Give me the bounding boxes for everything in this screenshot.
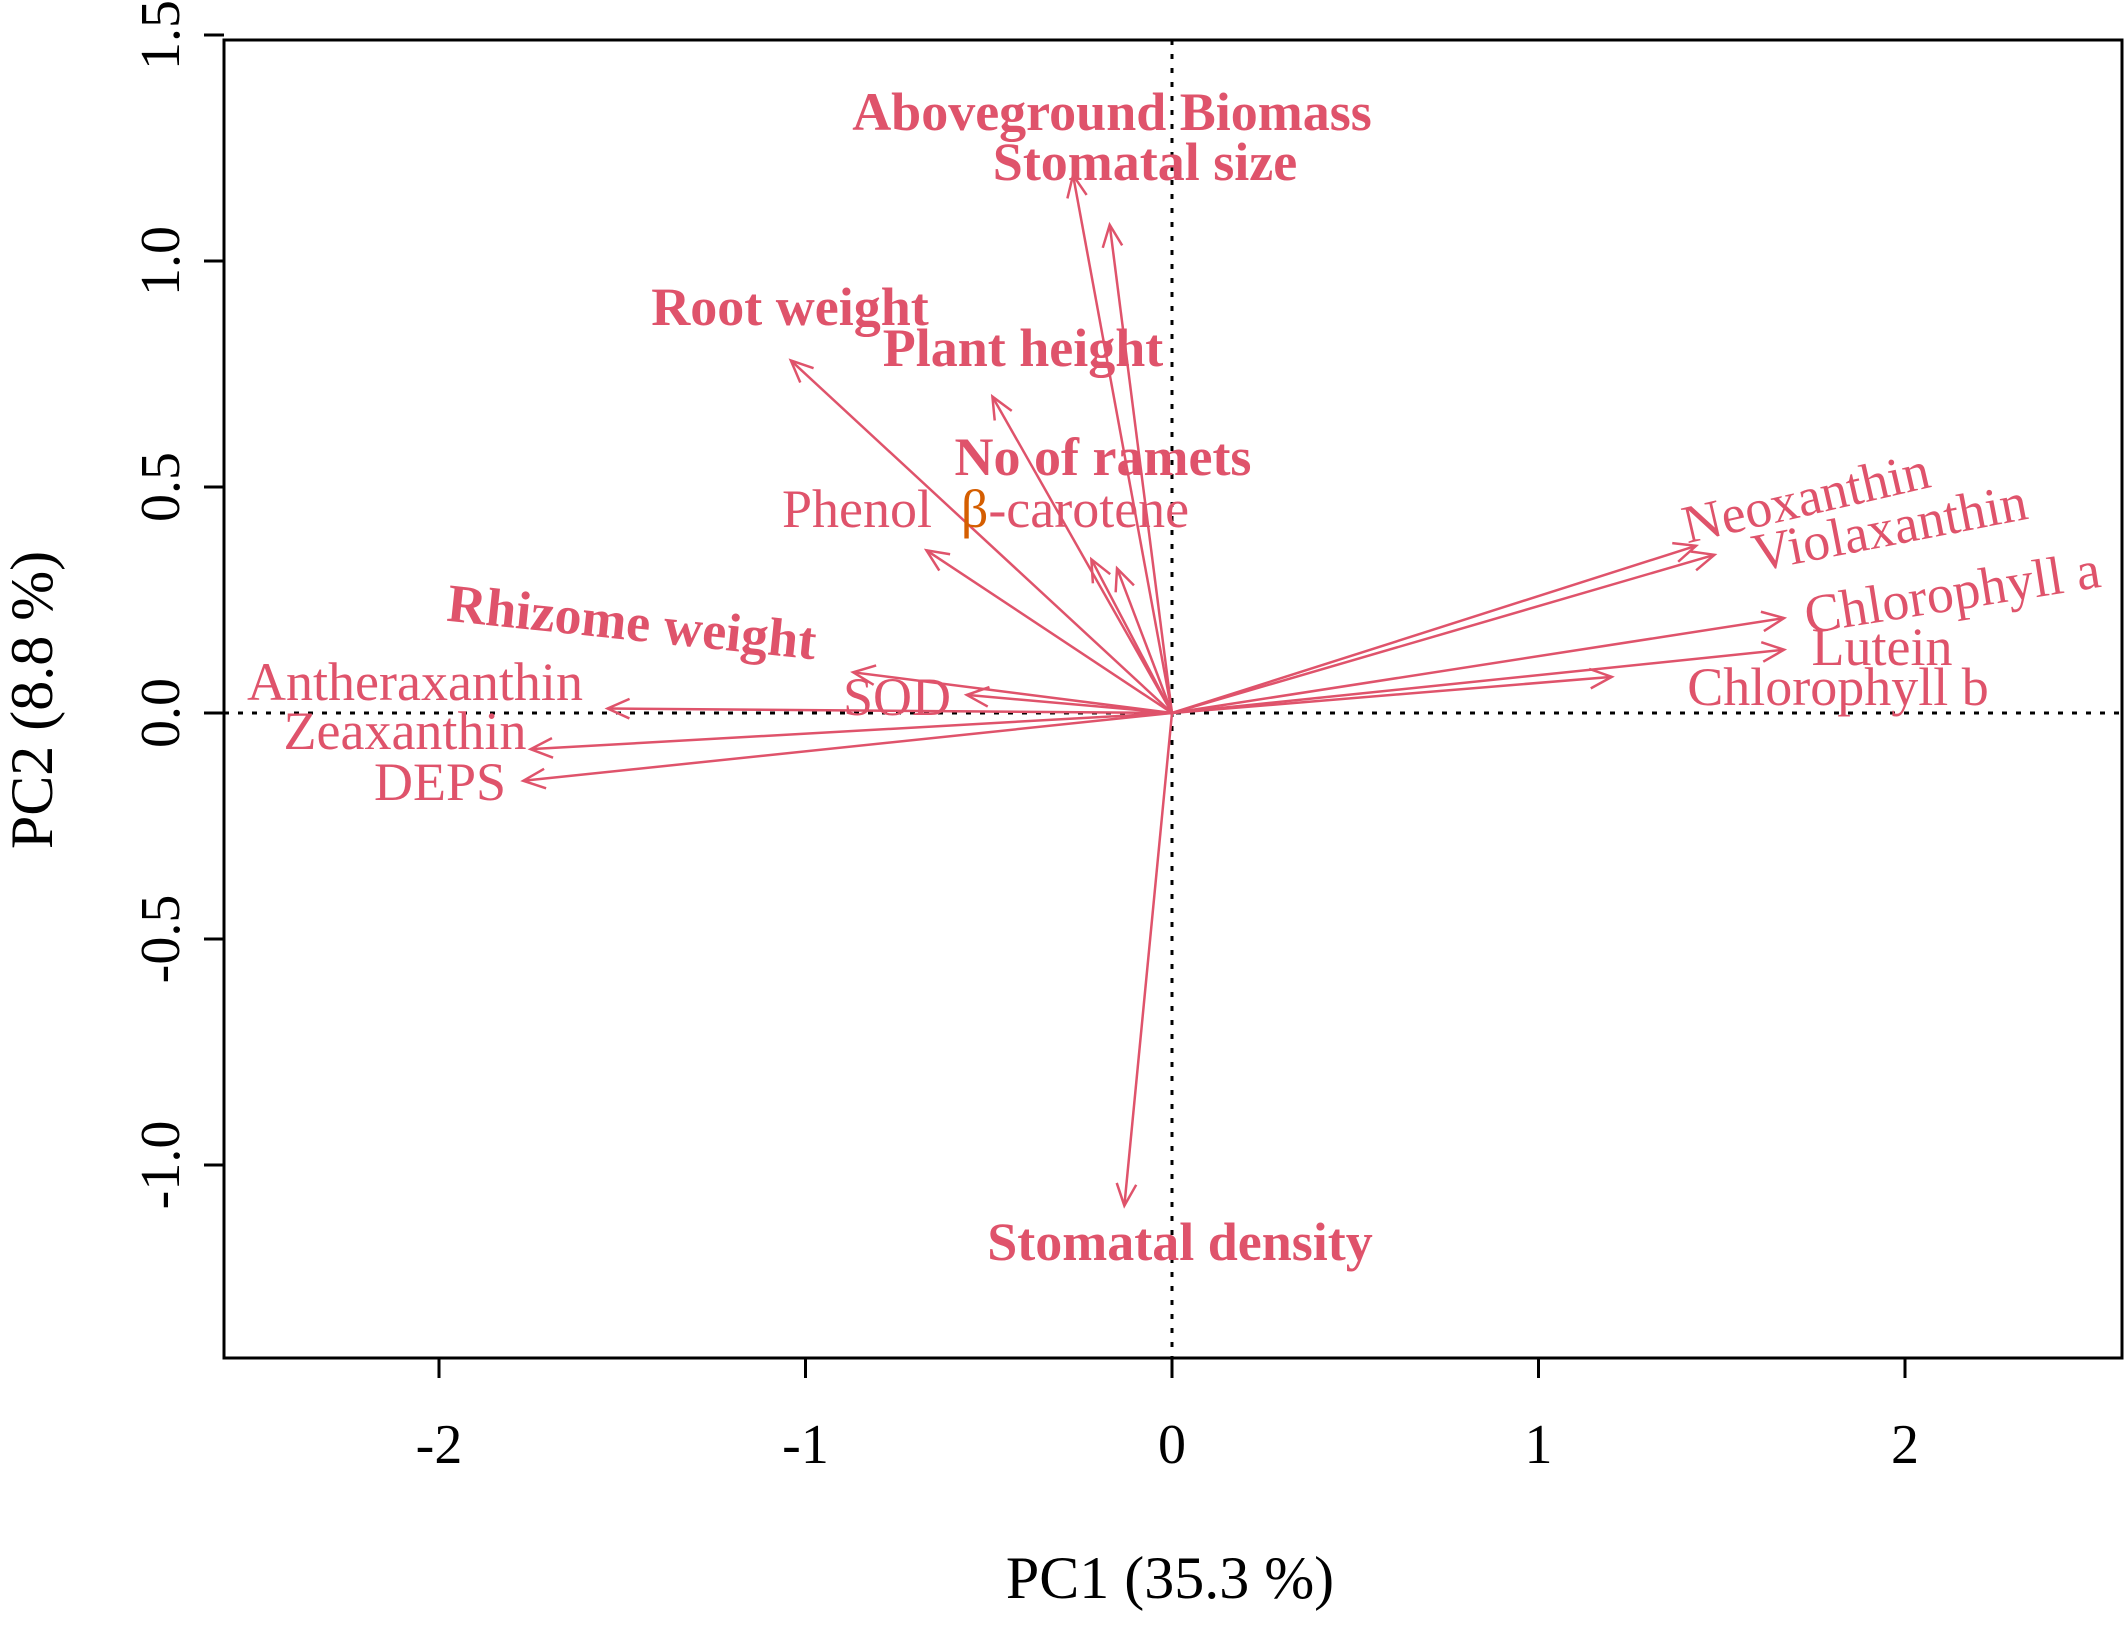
arrow-carotene (1114, 565, 1174, 714)
label-chlorophyll-b: Chlorophyll b (1687, 657, 1989, 717)
x-tick-label: 0 (1158, 1414, 1186, 1476)
y-axis-title: PC2 (8.8 %) (0, 551, 65, 849)
arrow-root-weight (788, 358, 1173, 714)
label-carotene: β-carotene (961, 479, 1189, 539)
arrow-deps (520, 711, 1173, 790)
arrow-lutein (1171, 641, 1788, 715)
label-zeaxanthin: Zeaxanthin (284, 701, 527, 761)
label-no-of-ramets: No of ramets (955, 427, 1252, 487)
x-axis-title: PC1 (35.3 %) (1006, 1545, 1334, 1611)
y-tick-label: 1.0 (130, 226, 192, 296)
arrow-violaxanthin (1171, 550, 1718, 715)
arrow-stomatal-density (1115, 712, 1174, 1209)
arrow-chlorophyll-b (1171, 667, 1615, 715)
arrow-chlorophyll-a (1171, 610, 1788, 715)
label-deps: DEPS (374, 752, 506, 812)
label-aboveground-biomass: Aboveground Biomass (852, 82, 1372, 142)
label-lutein: Lutein (1812, 617, 1953, 677)
label-root-weight: Root weight (651, 277, 928, 337)
label-plant-height: Plant height (883, 318, 1164, 378)
arrow-zeaxanthin (527, 711, 1173, 759)
y-tick-label: -0.5 (130, 895, 192, 984)
y-tick-label: 0.0 (130, 678, 192, 748)
y-axis: -1.0 -0.5 0.0 0.5 1.0 1.5 (130, 0, 224, 1209)
arrow-plant-height (990, 393, 1174, 714)
arrow-aboveground-biomass (1066, 172, 1174, 714)
x-tick-label: -1 (782, 1414, 829, 1476)
label-stomatal-size: Stomatal size (993, 132, 1297, 192)
label-sod: SOD (843, 667, 951, 727)
label-stomatal-density: Stomatal density (987, 1212, 1373, 1272)
loading-arrows (520, 172, 1788, 1209)
y-tick-label: -1.0 (130, 1121, 192, 1210)
arrow-sod (963, 685, 1173, 715)
x-tick-label: -2 (416, 1414, 463, 1476)
y-tick-label: 0.5 (130, 452, 192, 522)
label-phenol: Phenol (782, 479, 932, 539)
arrow-neoxanthin (1171, 541, 1700, 715)
label-antheraxanthin: Antheraxanthin (247, 652, 583, 712)
arrow-rhizome-weight (850, 664, 1173, 715)
x-tick-label: 1 (1525, 1414, 1553, 1476)
arrow-stomatal-size (1101, 221, 1174, 714)
x-axis: -2 -1 0 1 2 (416, 1358, 1919, 1476)
arrow-phenol (923, 548, 1173, 715)
x-tick-label: 2 (1891, 1414, 1919, 1476)
y-tick-label: 1.5 (130, 0, 192, 70)
arrow-no-of-ramets (1089, 556, 1174, 714)
arrow-antheraxanthin (604, 697, 1173, 720)
